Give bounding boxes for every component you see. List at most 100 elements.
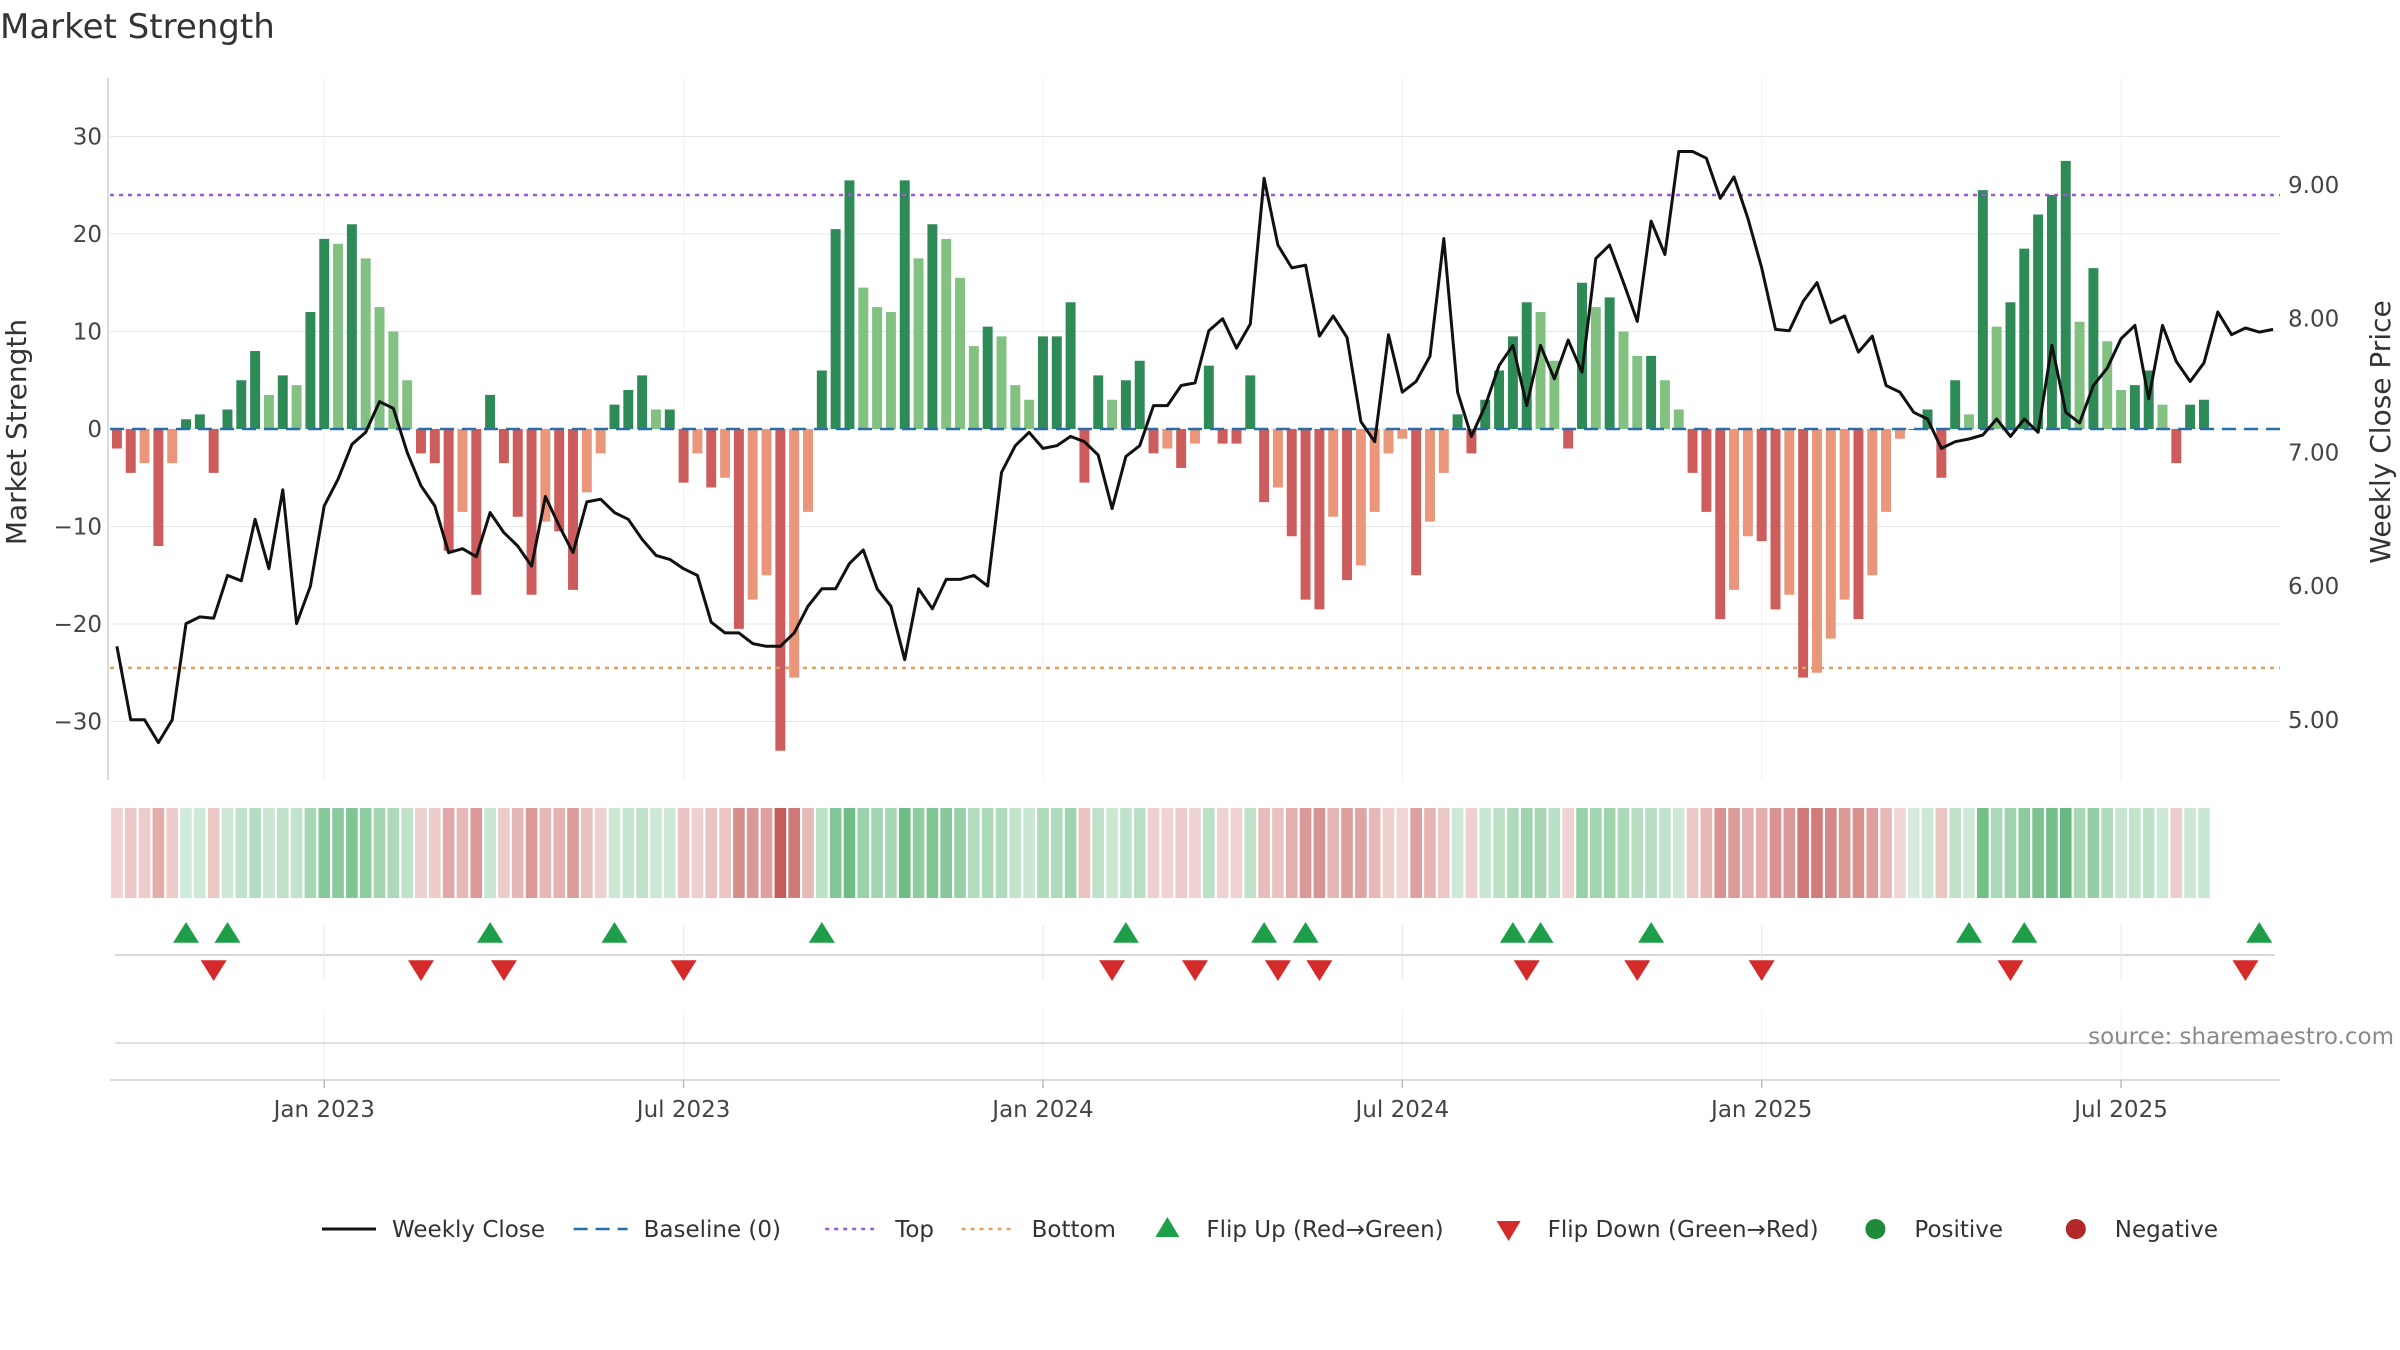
flip-up-marker <box>2011 922 2038 943</box>
flip-down-marker <box>1099 960 1126 981</box>
heat-cell <box>1935 808 1948 898</box>
strength-bar <box>1991 326 2002 429</box>
strength-bar <box>1742 429 1753 537</box>
strength-bar <box>1839 429 1850 600</box>
heat-cell <box>1161 808 1174 898</box>
heat-cell <box>1949 808 1961 898</box>
heat-cell <box>2087 808 2100 898</box>
heat-cell <box>1714 808 1727 898</box>
strength-bar <box>996 336 1007 429</box>
heat-cell <box>456 808 469 898</box>
left-tick-label: −20 <box>53 612 102 638</box>
strength-bar <box>2019 248 2030 429</box>
strength-bar <box>1272 429 1283 488</box>
heat-cell <box>2170 808 2183 898</box>
strength-bar <box>1507 336 1518 429</box>
strength-bar <box>181 419 191 429</box>
right-tick-label: 9.00 <box>2288 173 2339 199</box>
strength-bar <box>374 307 385 429</box>
strength-bar <box>1148 429 1159 454</box>
strength-bar <box>1051 336 1062 429</box>
strength-bar <box>333 243 344 429</box>
strength-bar <box>595 429 606 454</box>
heat-cell <box>470 808 483 898</box>
heat-cell <box>1341 808 1353 898</box>
flip-down-marker <box>1182 960 1208 981</box>
heat-cell <box>2184 808 2196 898</box>
x-tick-label: Jul 2024 <box>1354 1097 1450 1123</box>
heat-cell <box>2032 808 2044 898</box>
heat-cell <box>1064 808 1077 898</box>
heat-cell <box>1838 808 1851 898</box>
legend-label: Flip Up (Red→Green) <box>1206 1217 1443 1243</box>
legend-swatch-triangle-up <box>1155 1217 1180 1237</box>
heat-cell <box>180 808 192 898</box>
heat-cell <box>138 808 151 898</box>
strength-bar <box>1065 302 1076 429</box>
heat-cell <box>760 808 773 898</box>
flip-down-marker <box>2232 960 2259 981</box>
strength-bar <box>485 394 496 429</box>
heat-cell <box>373 808 386 898</box>
strength-bar <box>968 346 979 429</box>
strength-bar <box>305 312 316 429</box>
heat-cell <box>691 808 704 898</box>
strength-bar <box>471 429 482 595</box>
heat-cell <box>2129 808 2141 898</box>
strength-bar <box>1632 355 1643 429</box>
heat-cell <box>1590 808 1602 898</box>
flip-up-marker <box>601 922 628 943</box>
weekly-close-line <box>115 150 2274 745</box>
flip-up-marker <box>1956 922 1983 943</box>
strength-bar <box>1673 409 1684 429</box>
flip-down-marker <box>1997 960 2024 981</box>
heat-cell <box>1092 808 1105 898</box>
heat-cell <box>194 808 206 898</box>
heat-cell <box>954 808 966 898</box>
strength-bar <box>1369 429 1380 512</box>
strength-bar <box>609 404 620 429</box>
flip-down-marker <box>490 960 517 981</box>
strength-bar <box>1314 429 1325 610</box>
strength-bar <box>346 224 357 429</box>
heat-cell <box>332 808 344 898</box>
bottom-panel <box>115 1010 2275 1080</box>
heat-cell <box>1617 808 1630 898</box>
strength-bar <box>1825 429 1836 639</box>
heat-cell <box>1382 808 1395 898</box>
heat-cell <box>857 808 870 898</box>
strength-bar <box>2199 399 2209 429</box>
legend-item: Top <box>825 1217 934 1243</box>
heat-cell <box>1866 808 1879 898</box>
strength-bar <box>2005 302 2016 429</box>
strength-bar <box>1231 429 1242 444</box>
strength-bar <box>263 394 274 429</box>
strength-bar <box>1480 399 1491 429</box>
heat-cell <box>166 808 179 898</box>
right-axis-label: Weekly Close Price <box>2364 300 2397 563</box>
heat-cell <box>636 808 648 898</box>
heat-cell <box>539 808 552 898</box>
heat-cell <box>705 808 718 898</box>
legend-label: Bottom <box>1032 1217 1116 1243</box>
flip-down-marker <box>1624 960 1651 981</box>
heat-cell <box>1603 808 1616 898</box>
strength-bar <box>1093 375 1104 429</box>
strength-bar <box>2102 341 2113 429</box>
legend-item: Positive <box>1865 1217 2003 1243</box>
strength-bar <box>222 409 233 429</box>
strength-bar <box>982 326 993 429</box>
heat-cell <box>1907 808 1920 898</box>
heat-cell <box>650 808 662 898</box>
heat-cell <box>152 808 165 898</box>
strength-bar <box>2060 160 2071 429</box>
legend-swatch-triangle-down <box>1496 1221 1521 1241</box>
strength-bar <box>899 180 910 429</box>
left-tick-label: 30 <box>73 125 102 151</box>
strength-bar <box>913 258 924 429</box>
right-axis: 9.00 8.00 7.00 6.00 5.00 <box>2288 173 2339 734</box>
strength-bar <box>1355 429 1366 566</box>
strength-bar <box>664 409 675 429</box>
flip-up-marker <box>1112 922 1139 943</box>
strength-bar <box>733 429 744 629</box>
